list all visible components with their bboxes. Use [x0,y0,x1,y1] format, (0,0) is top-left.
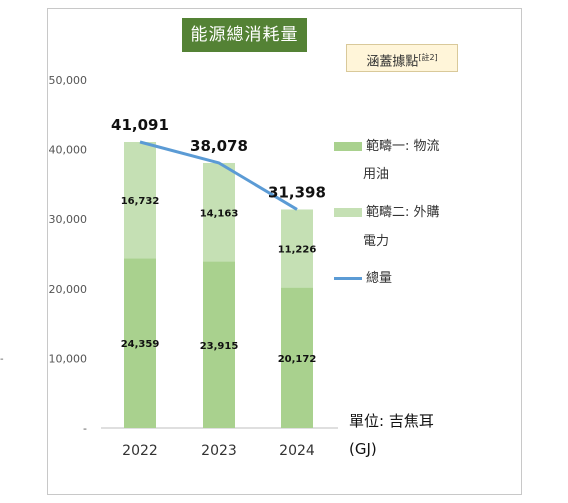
data-label-scope1: 23,915 [200,341,239,352]
y-tick-label: 10,000 [49,352,88,365]
coverage-note: 涵蓋據點[註2] [346,44,458,72]
x-tick-label: 2022 [122,443,158,459]
side-tick-mark: - [0,354,4,365]
chart-title: 能源總消耗量 [182,18,307,52]
total-line [139,140,298,211]
unit-label: 單位: 吉焦耳 [349,412,434,430]
legend-item-scope1: 範疇一: 物流 [334,136,440,158]
bar-scope1-2023 [203,261,235,428]
legend-swatch-total [334,277,362,280]
data-label-scope2: 14,163 [200,208,239,219]
data-label-scope1: 20,172 [278,354,317,365]
x-tick-label: 2023 [201,443,237,459]
x-tick-label: 2024 [279,443,315,459]
legend-swatch-scope2 [334,208,362,217]
y-tick-label: - [83,422,87,435]
bar-scope1-2024 [281,287,313,428]
data-label-scope1: 24,359 [121,339,160,350]
data-label-scope2: 11,226 [278,245,317,256]
legend-label-scope2: 範疇二: 外購 [366,205,440,220]
bar-scope2-2023 [203,162,235,262]
y-tick-label: 20,000 [49,283,88,296]
bar-scope2-2024 [281,209,313,288]
bar-scope1-2022 [124,258,156,428]
legend-label-scope2-line2: 電力 [363,234,390,249]
legend-item-total: 總量 [334,268,392,290]
y-tick-label: 30,000 [49,213,88,226]
coverage-note-text: 涵蓋據點 [366,54,419,70]
data-label-total: 41,091 [111,116,169,134]
bar-scope2-2022 [124,142,156,259]
legend-swatch-scope1 [334,142,362,151]
data-label-total: 31,398 [268,183,326,201]
legend-item-scope2: 範疇二: 外購 [334,202,440,224]
data-label-total: 38,078 [190,137,248,155]
y-tick-label: 40,000 [49,144,88,157]
data-label-scope2: 16,732 [121,196,160,207]
legend-label-total: 總量 [366,271,393,286]
legend-label-scope1-line2: 用油 [363,167,390,182]
legend-label-scope1: 範疇一: 物流 [366,139,440,154]
unit-label-gj: (GJ) [349,440,377,458]
y-tick-label: 50,000 [49,74,88,87]
coverage-note-ref: [註2] [418,53,438,62]
